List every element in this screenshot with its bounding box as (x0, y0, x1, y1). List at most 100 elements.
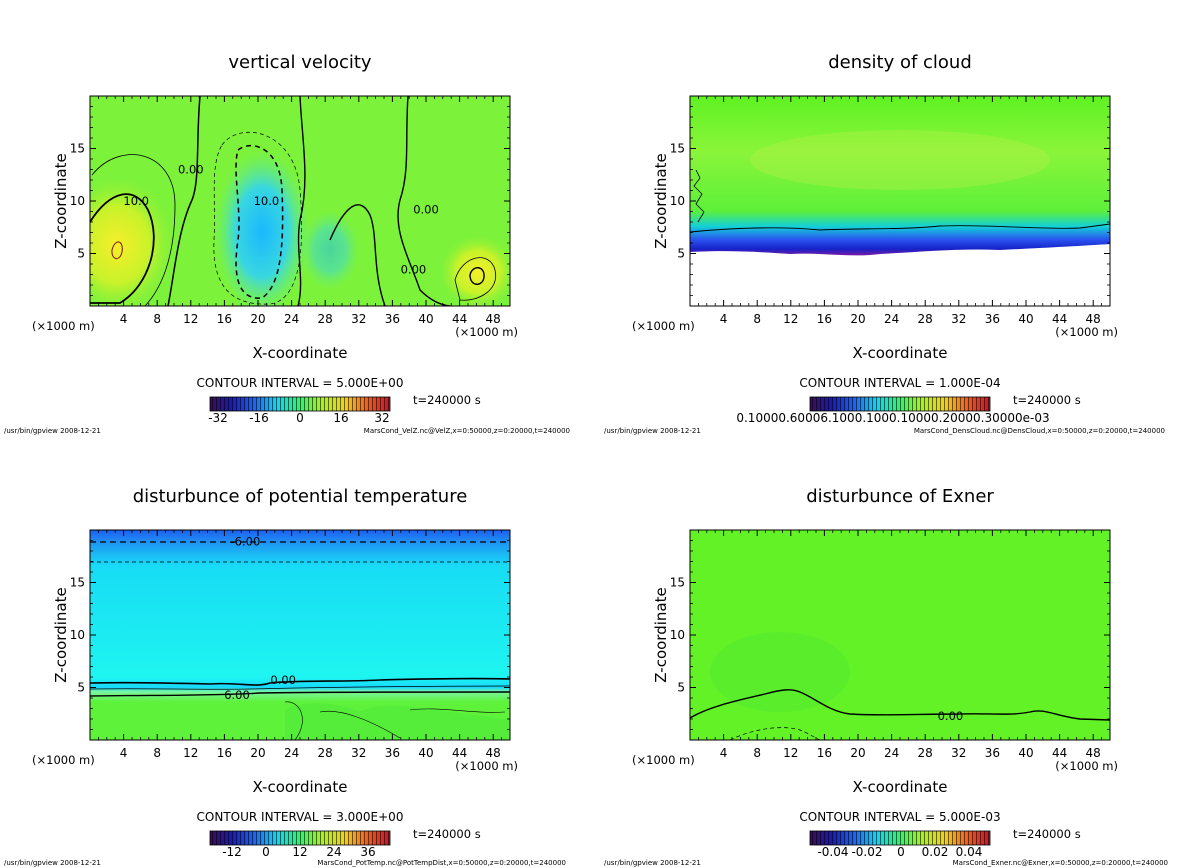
colorbar-tick-label: 16 (333, 411, 348, 425)
x-tick-label: 8 (753, 746, 761, 760)
x-unit-left: (×1000 m) (632, 319, 695, 333)
x-tick-label: 24 (884, 746, 899, 760)
colorbar-frame (809, 830, 991, 846)
x-tick-label: 28 (318, 746, 333, 760)
x-tick-label: 36 (985, 312, 1000, 326)
x-tick-label: 8 (753, 312, 761, 326)
y-tick-label: 10 (70, 628, 85, 642)
x-tick-label: 48 (1086, 746, 1101, 760)
cold-blob-secondary (300, 210, 360, 290)
cold-blob-center (214, 150, 310, 306)
colorbar-ticks: -12 0 12 24 36 (222, 845, 375, 859)
x-tick-label: 28 (918, 312, 933, 326)
time-label: t=240000 s (1013, 827, 1081, 841)
colorbar-tick-label: -16 (249, 411, 269, 425)
contour-line (690, 223, 1110, 233)
chart-title: disturbunce of potential temperature (133, 486, 468, 507)
cloud-bright-band (750, 130, 1050, 190)
colorbar-tick-label: 0 (262, 845, 270, 859)
y-tick-label: 5 (77, 247, 85, 261)
x-tick-label: 40 (418, 746, 433, 760)
colorbar-stripes (810, 831, 990, 845)
x-tick-label: 32 (351, 746, 366, 760)
x-tick-label: 40 (418, 312, 433, 326)
x-axis-label: X-coordinate (853, 344, 948, 362)
chart-title: vertical velocity (228, 52, 372, 73)
y-tick-label: 15 (70, 142, 85, 156)
x-tick-label: 28 (918, 746, 933, 760)
x-tick-label: 4 (120, 746, 128, 760)
warm-blob-right (438, 234, 510, 306)
x-tick-label: 12 (783, 312, 798, 326)
field-density-of-cloud (690, 96, 1110, 306)
colorbar-stripes (210, 831, 390, 845)
contour-label: 0.00 (938, 709, 964, 723)
colorbar-tick-label: 0.02 (922, 845, 949, 859)
x-tick-label: 44 (1052, 746, 1067, 760)
x-axis-label: X-coordinate (253, 344, 348, 362)
field-background (690, 530, 1110, 740)
contour-line (729, 727, 821, 740)
colorbar-tick-label: 0.04 (956, 845, 983, 859)
colorbar-stripes (810, 397, 990, 411)
y-tick-label: 5 (677, 681, 685, 695)
contour-label: 0.00 (401, 262, 427, 276)
contour-label: 0.00 (178, 163, 204, 177)
time-label: t=240000 s (1013, 393, 1081, 407)
field-vertical-velocity (90, 96, 510, 306)
cloud-layer (690, 96, 1110, 256)
contour-line (111, 241, 123, 259)
x-tick-label: 4 (120, 312, 128, 326)
x-tick-label: 8 (153, 746, 161, 760)
x-unit-left: (×1000 m) (632, 753, 695, 767)
x-tick-label: 12 (783, 746, 798, 760)
contour-interval: CONTOUR INTERVAL = 3.000E+00 (197, 810, 404, 824)
y-tick-label: 10 (670, 628, 685, 642)
x-tick-label: 44 (452, 746, 467, 760)
chart-title: density of cloud (828, 52, 972, 73)
contour-line (90, 193, 155, 304)
contour-labels-potential-temperature: -6.00 0.00 6.00 (224, 535, 296, 702)
contour-labels-vertical-velocity: 10.0 0.00 10.0 0.00 0.00 (123, 163, 438, 277)
contour-line (90, 685, 510, 690)
colorbar-tick-label: -0.04 (817, 845, 848, 859)
colorbar-stripes (210, 397, 390, 411)
colorbar-tick-label: 0 (296, 411, 304, 425)
contour-label: -6.00 (231, 535, 261, 549)
x-tick-label: 12 (183, 312, 198, 326)
x-axis-label: X-coordinate (253, 778, 348, 796)
x-tick-label: 32 (351, 312, 366, 326)
field-exner (690, 530, 1110, 740)
contour-line (297, 96, 306, 306)
x-tick-label: 44 (1052, 312, 1067, 326)
colorbar-tick-label: -0.02 (851, 845, 882, 859)
footer-right: MarsCond_VelZ.nc@VelZ,x=0:50000,z=0:2000… (364, 427, 570, 435)
x-tick-label: 32 (951, 746, 966, 760)
chart-title: disturbunce of Exner (806, 486, 994, 507)
colorbar-frame (809, 396, 991, 412)
contour-line (90, 677, 510, 686)
x-tick-label: 12 (183, 746, 198, 760)
x-tick-label: 48 (486, 746, 501, 760)
x-tick-label: 44 (452, 312, 467, 326)
footer-left: /usr/bin/gpview 2008-12-21 (604, 859, 701, 867)
contour-label: 10.0 (254, 194, 280, 208)
field-shade (710, 632, 850, 712)
x-tick-label: 4 (720, 312, 728, 326)
contour-line (329, 204, 386, 306)
x-unit-left: (×1000 m) (32, 319, 95, 333)
x-tick-label: 16 (217, 312, 232, 326)
field-potential-temperature (90, 530, 510, 740)
tick-marks-density-of-cloud (690, 96, 1110, 306)
x-tick-label: 24 (284, 746, 299, 760)
x-tick-label: 36 (385, 746, 400, 760)
colorbar-tick-label: 24 (326, 845, 341, 859)
x-tick-label: 36 (985, 746, 1000, 760)
